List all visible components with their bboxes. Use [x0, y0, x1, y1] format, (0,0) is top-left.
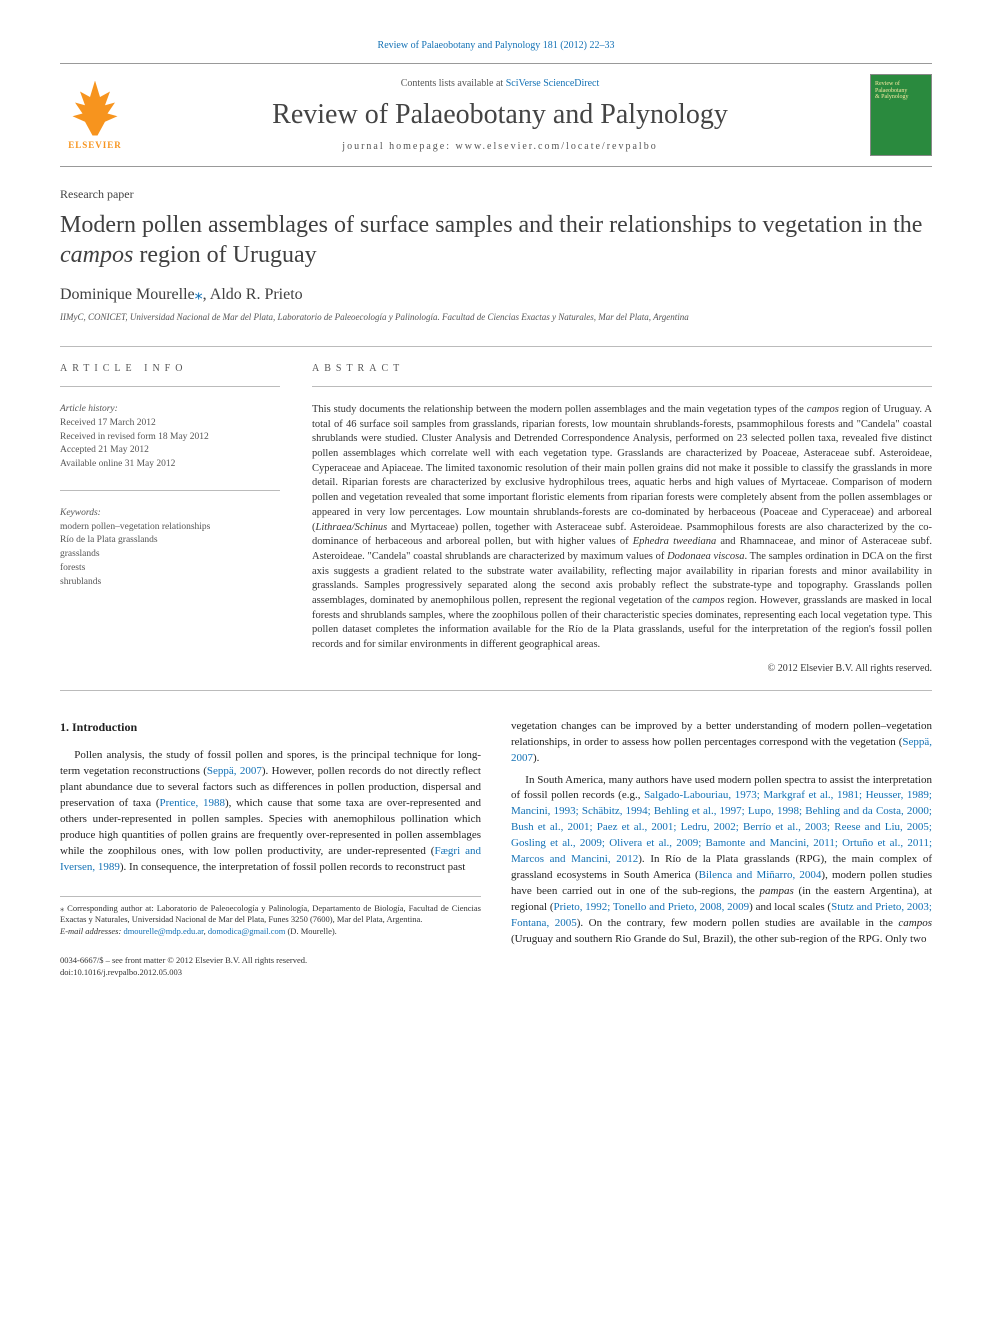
- homepage-prefix: journal homepage:: [342, 141, 455, 152]
- article-history: Article history: Received 17 March 2012 …: [60, 403, 280, 472]
- divider: [60, 690, 932, 691]
- body-text: (Uruguay and southern Rio Grande do Sul,…: [511, 933, 926, 945]
- revised-date: Received in revised form 18 May 2012: [60, 431, 280, 445]
- abs-italic: Dodonaea viscosa: [667, 551, 744, 562]
- citation-link[interactable]: Bilenca and Miñarro, 2004: [699, 869, 822, 881]
- authors: Dominique Mourelle⁎, Aldo R. Prieto: [60, 284, 932, 304]
- contents-list-line: Contents lists available at SciVerse Sci…: [130, 78, 870, 89]
- front-matter-line: 0034-6667/$ – see front matter © 2012 El…: [60, 955, 481, 967]
- divider: [60, 386, 280, 387]
- author-sep: ,: [203, 286, 210, 303]
- divider: [60, 346, 932, 347]
- body-text: vegetation changes can be improved by a …: [511, 720, 932, 748]
- keyword: grasslands: [60, 548, 280, 562]
- homepage-url[interactable]: www.elsevier.com/locate/revpalbo: [456, 141, 658, 152]
- article-info-label: article info: [60, 363, 280, 374]
- journal-header: ELSEVIER Contents lists available at Sci…: [60, 63, 932, 167]
- email-label: E-mail addresses:: [60, 926, 121, 936]
- received-date: Received 17 March 2012: [60, 417, 280, 431]
- email-suffix: (D. Mourelle).: [285, 926, 336, 936]
- keyword: Río de la Plata grasslands: [60, 534, 280, 548]
- section-heading: 1. Introduction: [60, 719, 481, 736]
- body-text: ).: [533, 752, 539, 764]
- body-paragraph: Pollen analysis, the study of fossil pol…: [60, 748, 481, 876]
- title-post: region of Uruguay: [133, 242, 316, 268]
- footnote-block: ⁎ Corresponding author at: Laboratorio d…: [60, 896, 481, 937]
- cover-line2: Palaeobotany: [875, 88, 927, 95]
- cover-line3: & Palynology: [875, 94, 927, 101]
- paper-title: Modern pollen assemblages of surface sam…: [60, 210, 932, 270]
- abs-italic: campos: [807, 404, 839, 415]
- journal-title: Review of Palaeobotany and Palynology: [130, 99, 870, 131]
- abs-part: This study documents the relationship be…: [312, 404, 807, 415]
- citation-link[interactable]: Seppä, 2007: [207, 765, 262, 777]
- divider: [60, 490, 280, 491]
- sciencedirect-link[interactable]: SciVerse ScienceDirect: [506, 78, 600, 89]
- title-italic: campos: [60, 242, 133, 268]
- abs-italic: Ephedra tweediana: [633, 536, 716, 547]
- author-1[interactable]: Dominique Mourelle: [60, 286, 195, 303]
- abstract-text: This study documents the relationship be…: [312, 403, 932, 653]
- journal-cover-thumbnail: Review of Palaeobotany & Palynology: [870, 74, 932, 156]
- history-header: Article history:: [60, 403, 280, 417]
- author-2[interactable]: Aldo R. Prieto: [210, 286, 303, 303]
- doi-line: doi:10.1016/j.revpalbo.2012.05.003: [60, 967, 481, 979]
- citation-header: Review of Palaeobotany and Palynology 18…: [60, 40, 932, 51]
- paper-type: Research paper: [60, 187, 932, 202]
- keyword: forests: [60, 562, 280, 576]
- abstract-label: abstract: [312, 363, 932, 374]
- affiliation: IIMyC, CONICET, Universidad Nacional de …: [60, 312, 932, 322]
- elsevier-tree-icon: [70, 81, 120, 136]
- corresponding-marker[interactable]: ⁎: [195, 286, 203, 303]
- contents-prefix: Contents lists available at: [401, 78, 506, 89]
- body-text: ) and local scales (: [749, 901, 831, 913]
- keyword: modern pollen–vegetation relationships: [60, 521, 280, 535]
- corresponding-footnote: ⁎ Corresponding author at: Laboratorio d…: [60, 903, 481, 926]
- email-link[interactable]: domodica@gmail.com: [208, 926, 285, 936]
- keywords: Keywords: modern pollen–vegetation relat…: [60, 507, 280, 590]
- body-paragraph: vegetation changes can be improved by a …: [511, 719, 932, 767]
- abs-italic: campos: [692, 595, 724, 606]
- abs-italic: Lithraea/Schinus: [316, 522, 388, 533]
- body-italic: pampas: [760, 885, 794, 897]
- body-paragraph: In South America, many authors have used…: [511, 773, 932, 948]
- keywords-header: Keywords:: [60, 507, 280, 521]
- body-italic: campos: [898, 917, 932, 929]
- elsevier-label: ELSEVIER: [68, 140, 122, 150]
- footer-meta: 0034-6667/$ – see front matter © 2012 El…: [60, 955, 481, 979]
- citation-link[interactable]: Prieto, 1992; Tonello and Prieto, 2008, …: [553, 901, 749, 913]
- elsevier-logo: ELSEVIER: [60, 75, 130, 155]
- journal-homepage: journal homepage: www.elsevier.com/locat…: [130, 141, 870, 152]
- body-text: ). In consequence, the interpretation of…: [120, 861, 465, 873]
- accepted-date: Accepted 21 May 2012: [60, 444, 280, 458]
- divider: [312, 386, 932, 387]
- body-text: ). On the contrary, few modern pollen st…: [577, 917, 899, 929]
- title-pre: Modern pollen assemblages of surface sam…: [60, 212, 922, 238]
- abs-part: region of Uruguay. A total of 46 surface…: [312, 404, 932, 533]
- email-link[interactable]: dmourelle@mdp.edu.ar: [123, 926, 203, 936]
- abstract-copyright: © 2012 Elsevier B.V. All rights reserved…: [312, 663, 932, 674]
- citation-link[interactable]: Prentice, 1988: [160, 797, 225, 809]
- online-date: Available online 31 May 2012: [60, 458, 280, 472]
- keyword: shrublands: [60, 576, 280, 590]
- cover-line1: Review of: [875, 81, 927, 88]
